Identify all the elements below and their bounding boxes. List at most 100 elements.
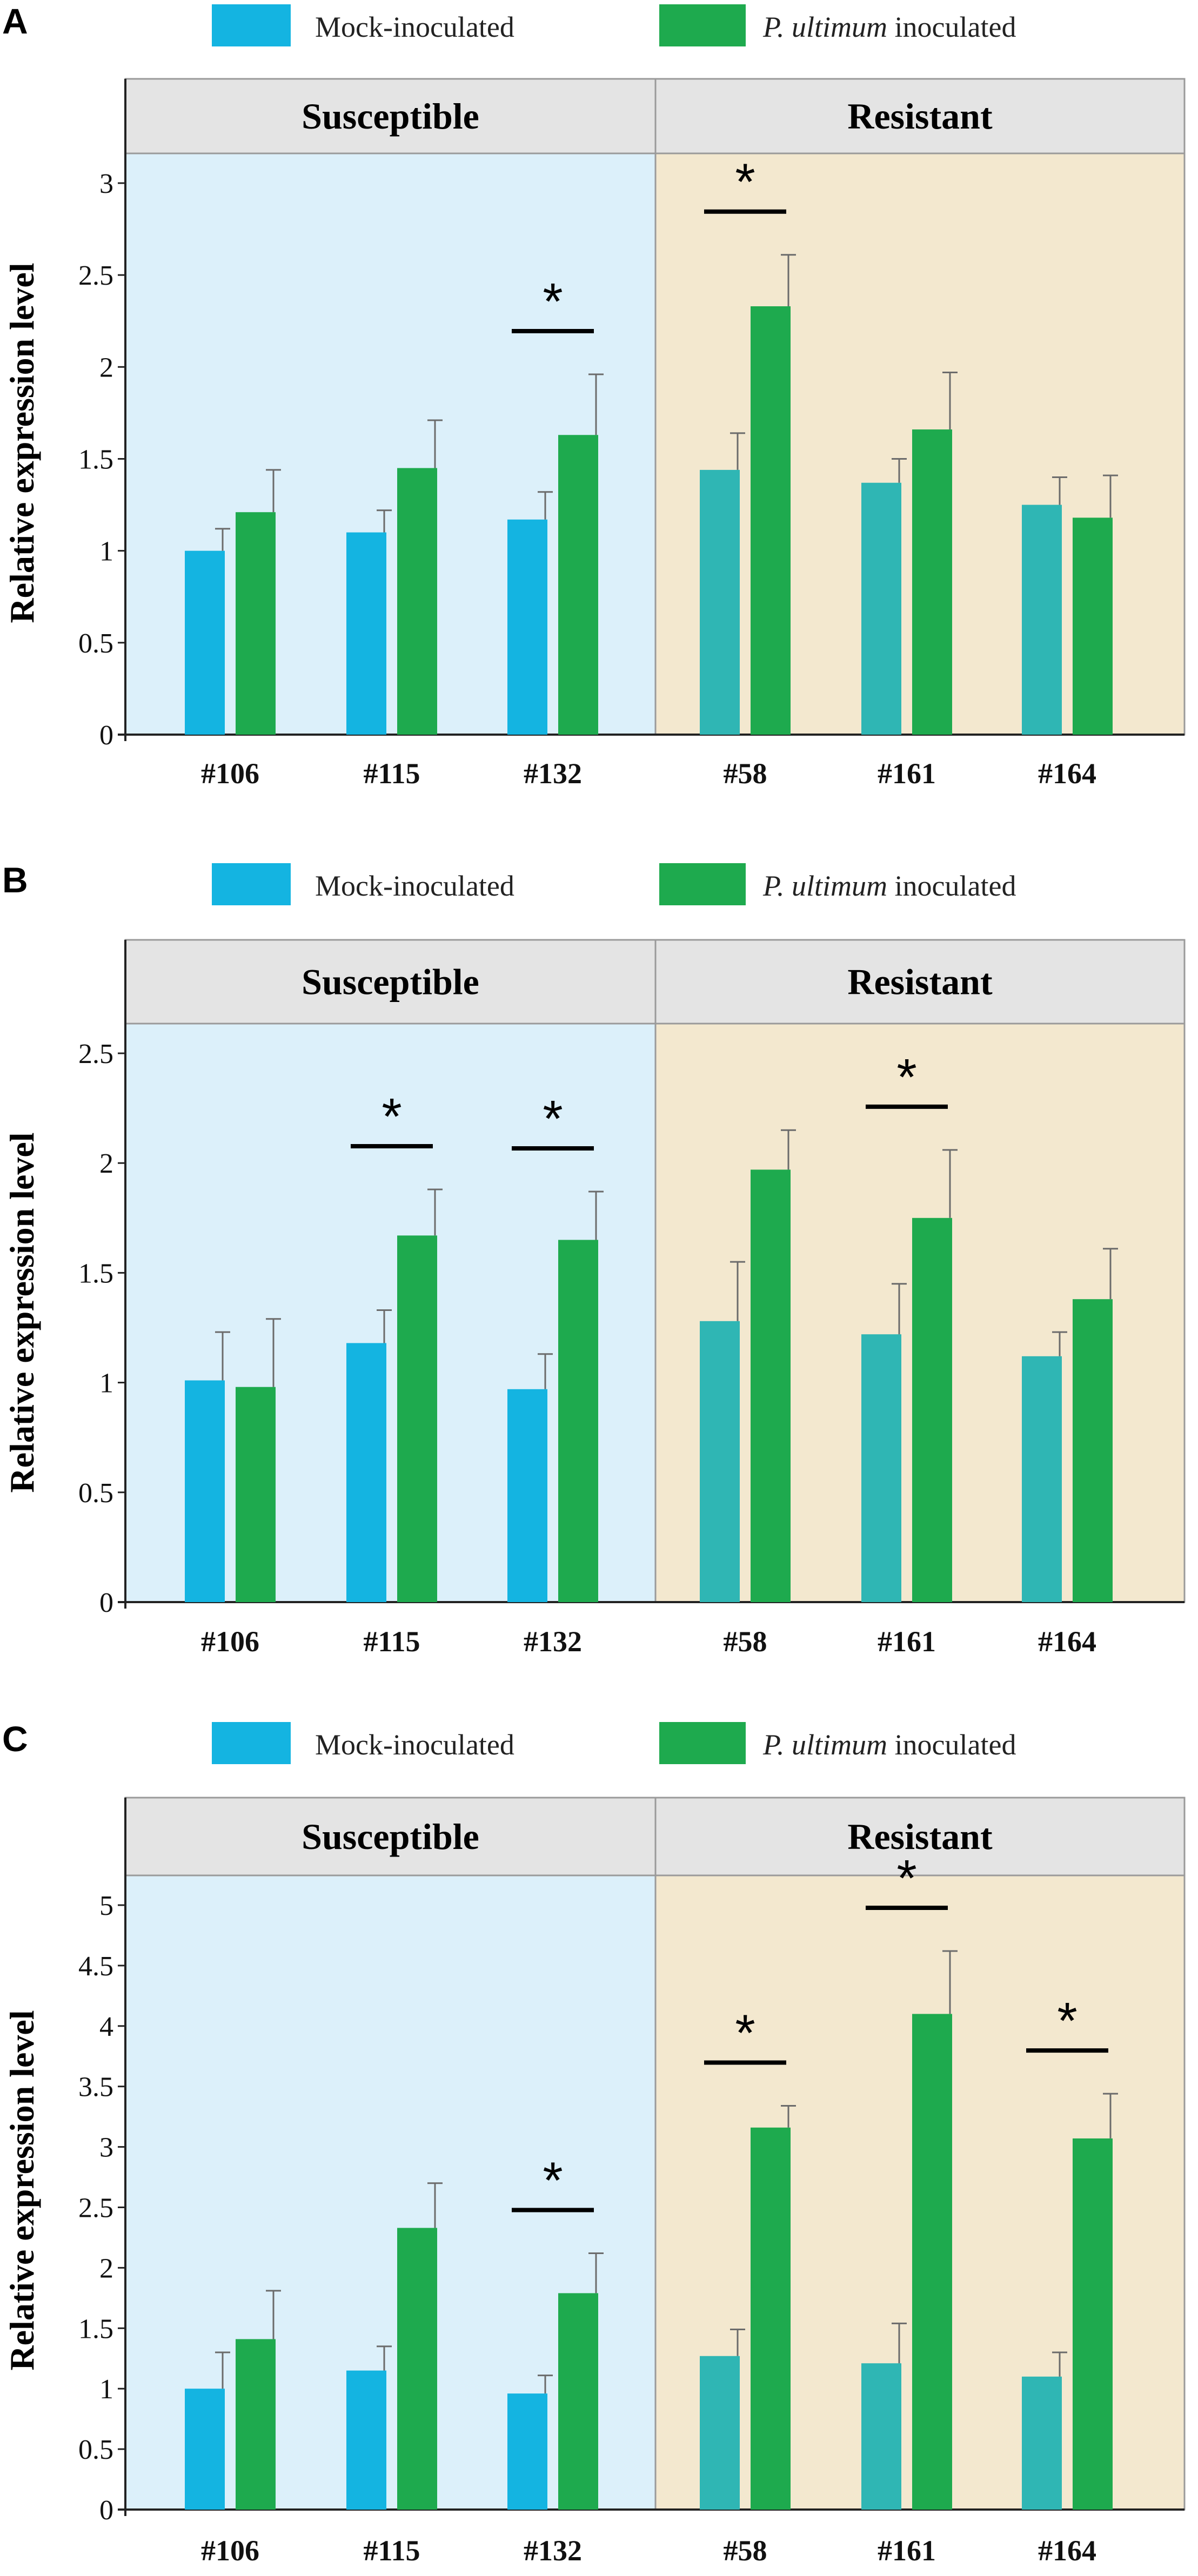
- y-tick-label: 0: [99, 1588, 113, 1618]
- bar-mock-132: [507, 519, 547, 735]
- bar-inoculated-164: [1073, 517, 1113, 735]
- legend-swatch-inoculated: [659, 4, 746, 46]
- x-category-label: #132: [524, 757, 582, 790]
- bar-inoculated-161: [912, 2014, 952, 2510]
- group-header-resistant: [654, 1797, 1186, 1876]
- bar-mock-161: [861, 2363, 901, 2510]
- group-header-resistant: [654, 939, 1186, 1025]
- group-label-susceptible: Susceptible: [302, 96, 479, 137]
- panel-letter: A: [2, 1, 28, 41]
- legend-label-inoculated: P. ultimum inoculated: [762, 11, 1016, 43]
- y-tick-label: 1: [99, 1368, 113, 1399]
- group-label-susceptible: Susceptible: [302, 961, 479, 1003]
- y-tick-label: 1.5: [78, 445, 113, 475]
- group-header-susceptible: [124, 939, 657, 1025]
- x-category-label: #161: [878, 2534, 936, 2567]
- y-tick-label: 1: [99, 2374, 113, 2405]
- y-tick-label: 0: [99, 720, 113, 751]
- legend-label-inoculated-rest: inoculated: [887, 1728, 1016, 1761]
- x-category-label: #115: [363, 757, 420, 790]
- y-tick-label: 2: [99, 2253, 113, 2284]
- x-category-label: #132: [524, 2534, 582, 2567]
- significance-star: *: [543, 2152, 563, 2210]
- bar-mock-164: [1022, 1356, 1062, 1602]
- y-tick-label: 0.5: [78, 628, 113, 659]
- y-tick-label: 0.5: [78, 2434, 113, 2465]
- legend-label-inoculated: P. ultimum inoculated: [762, 1728, 1016, 1761]
- x-category-label: #106: [201, 757, 259, 790]
- significance-star: *: [1057, 1992, 1077, 2050]
- legend-label-inoculated-rest: inoculated: [887, 11, 1016, 43]
- bar-mock-115: [346, 532, 386, 735]
- x-category-label: #58: [724, 757, 767, 790]
- bar-inoculated-115: [397, 1235, 437, 1602]
- y-tick-label: 3.5: [78, 2072, 113, 2103]
- y-tick-label: 3: [99, 169, 113, 199]
- bar-inoculated-132: [558, 2293, 598, 2510]
- y-tick-label: 1: [99, 536, 113, 567]
- bar-inoculated-164: [1073, 1299, 1113, 1602]
- x-category-label: #115: [363, 1625, 420, 1658]
- group-label-resistant: Resistant: [847, 961, 993, 1003]
- significance-star: *: [543, 273, 563, 331]
- bar-mock-161: [861, 1334, 901, 1602]
- bar-inoculated-132: [558, 435, 598, 735]
- y-axis-label: Relative expression level: [3, 263, 41, 623]
- bar-inoculated-161: [912, 429, 952, 735]
- bar-inoculated-115: [397, 468, 437, 735]
- x-category-label: #164: [1038, 1625, 1096, 1658]
- panel-letter: C: [2, 1719, 28, 1759]
- x-category-label: #115: [363, 2534, 420, 2567]
- group-header-resistant: [654, 78, 1186, 154]
- x-category-label: #106: [201, 1625, 259, 1658]
- y-tick-label: 2: [99, 352, 113, 383]
- y-tick-label: 0.5: [78, 1478, 113, 1509]
- group-header-susceptible: [124, 78, 657, 154]
- x-category-label: #106: [201, 2534, 259, 2567]
- significance-star: *: [543, 1090, 563, 1148]
- bar-inoculated-115: [397, 2228, 437, 2510]
- y-tick-label: 2.5: [78, 1039, 113, 1070]
- bar-mock-106: [185, 1380, 225, 1602]
- y-tick-label: 3: [99, 2133, 113, 2163]
- legend-label-inoculated: P. ultimum inoculated: [762, 870, 1016, 902]
- bar-inoculated-58: [751, 1169, 791, 1602]
- panel-letter: B: [2, 860, 28, 900]
- x-category-label: #164: [1038, 757, 1096, 790]
- legend-swatch-mock: [212, 4, 291, 46]
- significance-star: *: [896, 1849, 916, 1907]
- bar-mock-164: [1022, 2376, 1062, 2510]
- bar-mock-58: [700, 1321, 740, 1602]
- y-axis-label: Relative expression level: [3, 1132, 41, 1492]
- bar-inoculated-106: [236, 1387, 276, 1602]
- bar-mock-106: [185, 550, 225, 735]
- group-label-resistant: Resistant: [847, 96, 993, 137]
- legend-swatch-inoculated: [659, 863, 746, 905]
- chart-panel-b: B Mock-inoculated P. ultimum inoculated Sus…: [2, 860, 1186, 1658]
- significance-star: *: [382, 1088, 401, 1146]
- y-tick-label: 1.5: [78, 2313, 113, 2344]
- legend-label-mock: Mock-inoculated: [315, 1728, 514, 1761]
- legend-label-mock: Mock-inoculated: [315, 870, 514, 902]
- y-tick-label: 4.5: [78, 1951, 113, 1982]
- legend-label-inoculated-rest: inoculated: [887, 870, 1016, 902]
- x-category-label: #161: [878, 1625, 936, 1658]
- bar-inoculated-58: [751, 306, 791, 735]
- bar-inoculated-106: [236, 2339, 276, 2510]
- y-tick-label: 5: [99, 1891, 113, 1921]
- y-tick-label: 2.5: [78, 260, 113, 291]
- y-tick-label: 2.5: [78, 2193, 113, 2224]
- bar-inoculated-106: [236, 512, 276, 735]
- legend-label-species: P. ultimum: [762, 1728, 887, 1761]
- bar-mock-115: [346, 1343, 386, 1602]
- y-tick-label: 1.5: [78, 1258, 113, 1289]
- bar-mock-132: [507, 2393, 547, 2510]
- significance-star: *: [896, 1048, 916, 1106]
- significance-star: *: [735, 2005, 755, 2062]
- x-category-label: #164: [1038, 2534, 1096, 2567]
- bar-inoculated-164: [1073, 2138, 1113, 2510]
- bar-inoculated-161: [912, 1218, 952, 1602]
- x-category-label: #161: [878, 757, 936, 790]
- legend-swatch-mock: [212, 863, 291, 905]
